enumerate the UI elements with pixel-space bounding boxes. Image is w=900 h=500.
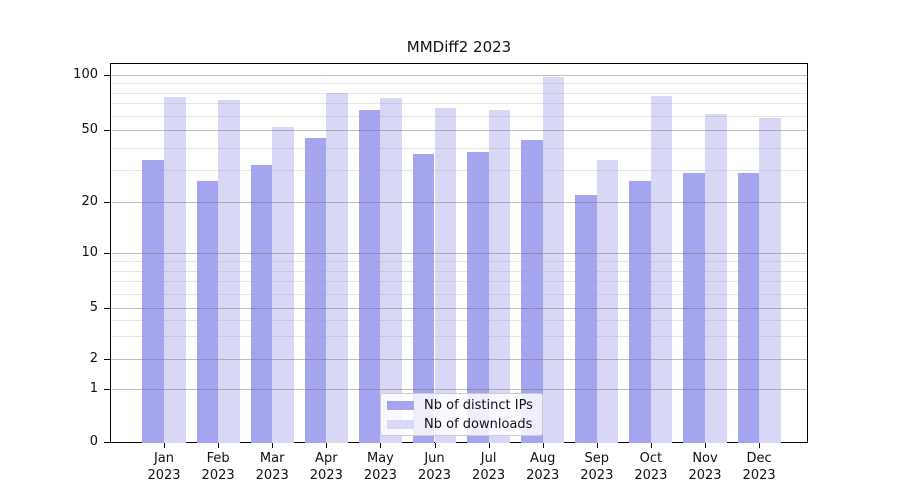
x-tick-jan-2023	[164, 443, 165, 448]
x-tick-label-feb-2023: Feb 2023	[201, 451, 235, 483]
x-tick-label-jan-2023: Jan 2023	[147, 451, 181, 483]
legend-swatch-distinct-ips	[387, 400, 414, 410]
bar-nb-of-distinct-ips-oct-2023	[629, 181, 651, 443]
x-tick-label-jun-2023: Jun 2023	[417, 451, 452, 483]
bar-nb-of-distinct-ips-feb-2023	[196, 181, 219, 443]
x-tick-label-nov-2023: Nov 2023	[688, 451, 722, 483]
legend: Nb of distinct IPs Nb of downloads	[380, 393, 543, 436]
bar-nb-of-downloads-jul-2023	[488, 110, 511, 443]
y-tick-label-1: 1	[89, 381, 98, 396]
bar-nb-of-distinct-ips-jan-2023	[142, 160, 164, 443]
x-tick-may-2023	[380, 443, 382, 448]
x-tick-apr-2023	[326, 443, 328, 448]
y-tick-1	[104, 389, 110, 390]
x-tick-label-aug-2023: Aug 2023	[526, 451, 560, 483]
legend-label-distinct-ips: Nb of distinct IPs	[424, 397, 533, 413]
bar-nb-of-downloads-apr-2023	[326, 92, 348, 443]
bar-nb-of-downloads-aug-2023	[542, 77, 565, 443]
legend-swatch-downloads	[387, 419, 414, 429]
bar-nb-of-downloads-nov-2023	[705, 114, 727, 443]
bar-nb-of-distinct-ips-mar-2023	[250, 165, 273, 443]
bar-nb-of-distinct-ips-apr-2023	[304, 138, 327, 443]
legend-item-distinct-ips: Nb of distinct IPs	[381, 396, 542, 415]
y-tick-100	[104, 75, 110, 76]
x-tick-dec-2023	[759, 443, 761, 448]
y-tick-label-2: 2	[89, 351, 98, 366]
y-tick-2	[104, 359, 110, 360]
x-tick-oct-2023	[650, 443, 652, 448]
bar-nb-of-distinct-ips-sep-2023	[575, 194, 597, 443]
y-tick-label-10: 10	[81, 245, 98, 260]
y-tick-10	[104, 253, 110, 254]
legend-item-downloads: Nb of downloads	[381, 415, 542, 434]
x-tick-label-apr-2023: Apr 2023	[309, 451, 343, 483]
x-tick-label-jul-2023: Jul 2023	[472, 451, 506, 483]
y-tick-label-20: 20	[81, 194, 98, 209]
x-tick-label-sep-2023: Sep 2023	[580, 451, 614, 483]
x-tick-jun-2023	[434, 443, 436, 448]
bar-nb-of-downloads-may-2023	[380, 97, 402, 443]
bar-nb-of-downloads-jan-2023	[164, 96, 186, 443]
y-tick-5	[104, 308, 110, 309]
y-tick-20	[104, 202, 110, 203]
bar-nb-of-downloads-oct-2023	[650, 95, 673, 443]
x-tick-nov-2023	[705, 443, 706, 448]
x-tick-mar-2023	[272, 443, 274, 448]
x-tick-label-dec-2023: Dec 2023	[742, 451, 776, 483]
y-tick-label-0: 0	[89, 434, 98, 449]
x-tick-label-may-2023: May 2023	[363, 451, 397, 483]
bar-nb-of-downloads-dec-2023	[759, 118, 781, 443]
x-tick-sep-2023	[596, 443, 598, 448]
bar-nb-of-distinct-ips-jun-2023	[412, 153, 435, 443]
x-tick-label-oct-2023: Oct 2023	[634, 451, 668, 483]
x-tick-aug-2023	[542, 443, 544, 448]
y-tick-label-5: 5	[89, 300, 98, 315]
x-tick-feb-2023	[218, 443, 220, 448]
bar-nb-of-downloads-jun-2023	[434, 107, 457, 443]
y-tick-0	[104, 442, 110, 443]
x-tick-label-mar-2023: Mar 2023	[255, 451, 289, 483]
bar-nb-of-distinct-ips-jul-2023	[467, 151, 489, 443]
bar-nb-of-downloads-feb-2023	[218, 99, 240, 443]
y-tick-label-50: 50	[81, 122, 98, 137]
plot-area	[110, 63, 808, 443]
bar-nb-of-distinct-ips-nov-2023	[683, 172, 705, 443]
x-tick-jul-2023	[488, 443, 490, 448]
bar-nb-of-distinct-ips-dec-2023	[737, 172, 760, 443]
bar-nb-of-distinct-ips-may-2023	[358, 110, 381, 443]
bar-nb-of-downloads-sep-2023	[596, 160, 619, 443]
y-tick-label-100: 100	[73, 67, 98, 82]
bar-nb-of-distinct-ips-aug-2023	[521, 140, 543, 443]
chart-title: MMDiff2 2023	[406, 38, 512, 56]
y-tick-50	[104, 130, 110, 131]
legend-label-downloads: Nb of downloads	[424, 416, 533, 432]
bar-nb-of-downloads-mar-2023	[272, 126, 294, 443]
